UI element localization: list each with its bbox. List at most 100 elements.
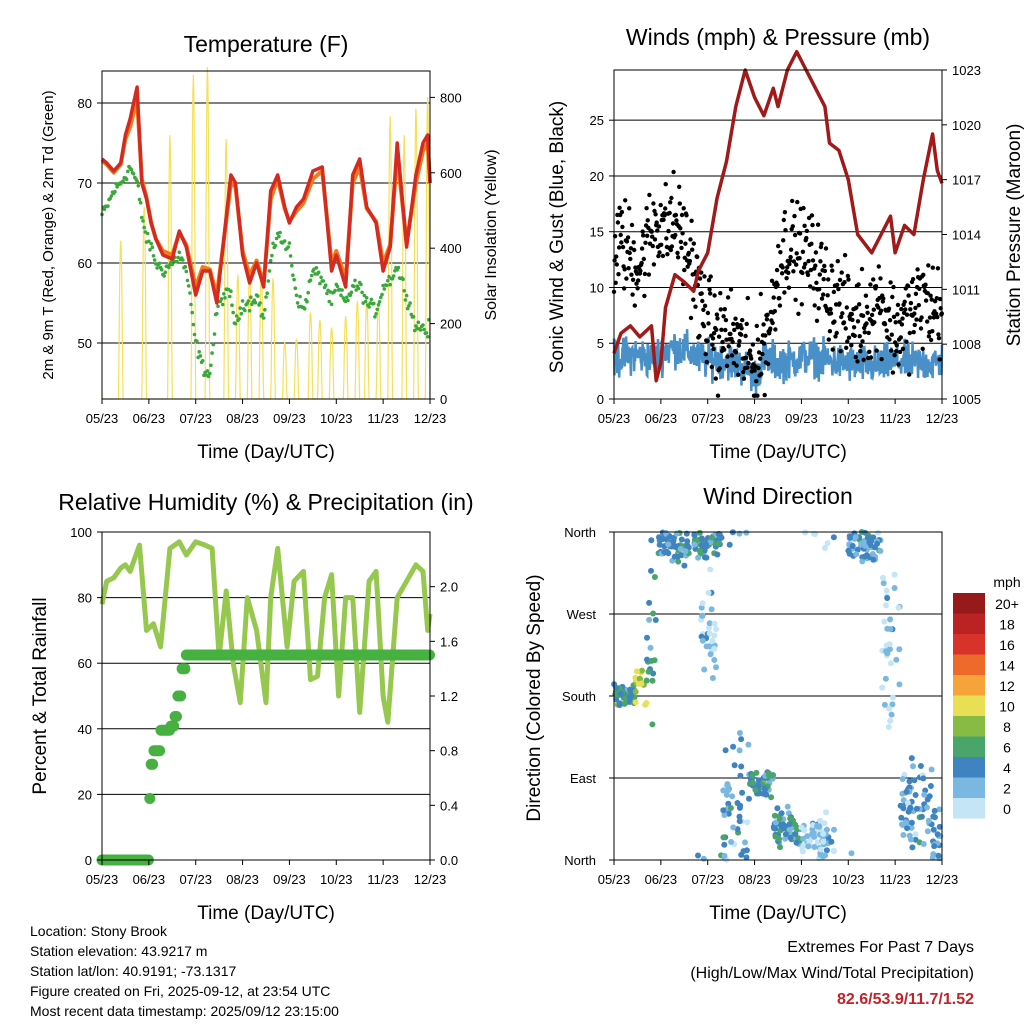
dewpoint-point [369, 297, 374, 302]
dewpoint-point [163, 270, 168, 275]
gust-point [743, 333, 748, 339]
gust-point [822, 263, 827, 269]
gust-point [619, 209, 625, 215]
precip-point [147, 758, 159, 770]
gust-point [700, 298, 705, 304]
direction-point [805, 843, 812, 850]
direction-point [720, 807, 727, 814]
gust-point [643, 240, 648, 245]
gust-point [788, 247, 794, 252]
gust-point [695, 254, 700, 260]
dewpoint-point [159, 267, 164, 272]
dewpoint-point [273, 243, 278, 248]
direction-point [684, 542, 691, 549]
gust-point [930, 265, 935, 270]
gust-point [840, 311, 845, 316]
gust-point [796, 311, 801, 316]
direction-tick-label: North [564, 525, 596, 540]
precip-point [175, 690, 187, 702]
legend-swatch [953, 613, 985, 634]
direction-point [931, 807, 938, 814]
gust-point [876, 264, 881, 269]
gust-point [814, 280, 819, 285]
dewpoint-point [190, 310, 194, 315]
gust-point [812, 303, 817, 308]
direction-point [774, 805, 781, 812]
gust-point [630, 277, 636, 282]
dewpoint-point [295, 301, 300, 305]
gust-point [802, 223, 807, 228]
gust-point [736, 343, 741, 348]
dewpoint-point [206, 374, 211, 379]
dewpoint-point [329, 302, 334, 307]
gust-point [817, 287, 822, 292]
direction-point [817, 846, 824, 853]
direction-point [721, 841, 728, 848]
direction-point [645, 668, 652, 675]
dewpoint-point [234, 314, 239, 318]
dewpoint-point [405, 306, 410, 311]
dewpoint-point [335, 284, 340, 289]
gust-point [738, 332, 744, 337]
gust-point [749, 356, 754, 361]
gust-point [665, 252, 670, 257]
gust-point [813, 263, 818, 268]
x-tick-label: 07/23 [179, 411, 212, 426]
gust-point [790, 224, 795, 229]
elevation-text: Station elevation: 43.9217 m [30, 943, 208, 959]
dewpoint-point [175, 259, 179, 264]
gust-point [857, 302, 862, 307]
gust-point [763, 333, 768, 338]
direction-point [691, 536, 698, 543]
gust-point [675, 255, 681, 260]
winds-ylabel-left: Sonic Wind & Gust (Blue, Black) [547, 101, 568, 373]
gust-point [918, 326, 924, 331]
gust-point [668, 247, 673, 253]
gust-point [928, 293, 933, 298]
dewpoint-point [352, 284, 356, 289]
gust-point [813, 250, 819, 255]
direction-point [706, 624, 712, 631]
dewpoint-point [121, 179, 125, 183]
gust-point [837, 301, 842, 306]
dewpoint-point [155, 266, 159, 270]
dewpoint-point [353, 278, 357, 283]
temperature-panel: Temperature (F) 50607080020040060080005/… [40, 31, 500, 463]
direction-point [853, 551, 860, 558]
gust-point [688, 315, 694, 321]
x-tick-label: 08/23 [738, 872, 771, 887]
x-tick-label: 11/23 [879, 411, 911, 426]
gust-point [714, 312, 720, 317]
direction-point [787, 834, 794, 841]
gust-point [677, 184, 682, 189]
direction-point [814, 823, 821, 830]
gust-point [898, 349, 903, 355]
direction-point [743, 529, 750, 536]
gust-point [815, 222, 821, 227]
dewpoint-point [349, 290, 354, 295]
gust-point [756, 350, 762, 355]
direction-point [866, 539, 873, 546]
gust-point [645, 233, 650, 238]
gust-point [804, 235, 809, 241]
dewpoint-point [185, 278, 190, 283]
gust-point [871, 307, 876, 312]
gust-point [671, 169, 676, 175]
direction-point [768, 794, 775, 801]
gust-point [703, 352, 708, 357]
legend-label: 20+ [995, 596, 1019, 612]
gust-point [769, 278, 775, 283]
direction-point [929, 854, 936, 861]
direction-point [776, 836, 783, 842]
gust-point [737, 339, 742, 344]
dewpoint-point [200, 359, 205, 363]
gust-point [629, 272, 634, 277]
direction-point [707, 566, 714, 573]
dewpoint-point [151, 254, 156, 258]
direction-point [699, 600, 706, 607]
dewpoint-point [210, 351, 214, 355]
x-tick-label: 11/23 [367, 411, 399, 426]
gust-point [729, 353, 735, 358]
gust-point [697, 276, 703, 281]
gust-point [739, 326, 744, 331]
